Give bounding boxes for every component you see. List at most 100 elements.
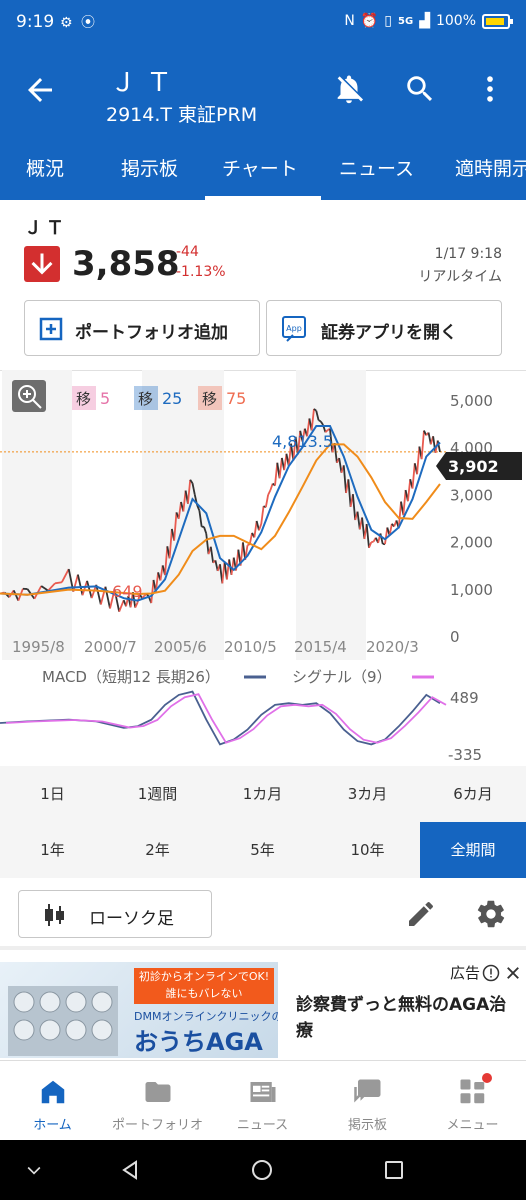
battery-icon — [482, 13, 513, 29]
signal-line — [5, 693, 447, 744]
nav-menu[interactable]: メニュー — [420, 1061, 525, 1141]
candle-segment — [297, 430, 302, 455]
add-portfolio-button[interactable]: ポートフォリオ追加 — [24, 300, 260, 356]
candle-segment — [81, 580, 88, 596]
candle-segment — [274, 462, 279, 486]
period-1d[interactable]: 1日 — [40, 785, 65, 803]
ad-banner[interactable]: 初診からオンラインでOK! 誰にもバレない DMMオンラインクリニックの おうち… — [0, 950, 526, 1060]
nav-portfolio[interactable]: ポートフォリオ — [105, 1061, 210, 1141]
down-arrow-icon — [24, 246, 60, 282]
period-6m[interactable]: 6カ月 — [453, 785, 493, 803]
add-portfolio-label: ポートフォリオ追加 — [75, 323, 228, 343]
plus-box-icon — [39, 317, 63, 341]
chart-type-button[interactable]: ローソク足 — [18, 890, 212, 938]
candle-segment — [388, 523, 393, 536]
nav-news[interactable]: ニュース — [210, 1061, 315, 1141]
pencil-icon[interactable] — [405, 898, 437, 930]
ad-banner-line1: 初診からオンラインでOK! — [138, 970, 270, 983]
candle-segment — [214, 560, 219, 572]
ma-legend-period: 75 — [226, 389, 246, 408]
tab-board[interactable]: 掲示板 — [121, 158, 179, 180]
tab-bar: 概況 掲示板 チャート ニュース 適時開示 — [0, 138, 526, 200]
period-1y[interactable]: 1年 — [40, 841, 65, 859]
settings-gear-icon[interactable] — [475, 898, 507, 930]
candle-segment — [342, 465, 347, 494]
pill-pack-icon — [8, 986, 118, 1056]
period-2y[interactable]: 2年 — [145, 841, 170, 859]
tab-disclosure[interactable]: 適時開示 — [455, 158, 526, 180]
stock-chart[interactable]: 移 5 移 25 移 75 0 1,000 2,000 3,000 4,000 5,000 1995/8… — [0, 370, 526, 766]
period-5y[interactable]: 5年 — [250, 841, 275, 859]
tab-news[interactable]: ニュース — [339, 158, 415, 180]
candle-segment — [248, 532, 253, 545]
candle-segment — [205, 533, 210, 555]
period-1w[interactable]: 1週間 — [137, 785, 178, 803]
folder-icon — [145, 1082, 171, 1102]
back-triangle-icon[interactable] — [118, 1158, 142, 1182]
page-title: ＪＴ — [110, 68, 183, 98]
realtime-label: リアルタイム — [418, 269, 502, 285]
x-tick-label: 2010/5 — [224, 638, 277, 656]
ad-badge: 初診からオンラインでOK! 誰にもバレない — [134, 968, 274, 1004]
candle-segment — [306, 418, 311, 437]
candle-segment — [198, 510, 203, 527]
ma-legend-tag-label: 移 — [138, 390, 153, 408]
ad-headline[interactable]: 診察費ずっと無料のAGA治療 — [296, 995, 507, 1041]
candle-segment — [371, 540, 374, 544]
period-10y[interactable]: 10年 — [350, 841, 385, 859]
candle-segment — [384, 527, 389, 545]
ma-legend-tag-label: 移 — [76, 390, 91, 408]
chevron-down-icon[interactable] — [24, 1160, 44, 1180]
news-icon — [250, 1082, 276, 1102]
status-left-icons: ⚙ ⦿ — [60, 15, 98, 31]
ma-legend-tag-label: 移 — [202, 390, 217, 408]
candle-segment — [407, 479, 412, 502]
system-nav-bar — [0, 1140, 526, 1200]
period-row-2: 1年 2年 5年 10年 全期間 — [0, 822, 526, 878]
bell-off-icon[interactable] — [332, 72, 366, 106]
candle-segment — [301, 428, 306, 442]
status-time: 9:19 — [16, 12, 55, 32]
candle-segment — [196, 504, 201, 511]
candle-segment — [397, 501, 402, 529]
search-icon[interactable] — [403, 72, 437, 106]
nav-news-label: ニュース — [236, 1118, 289, 1133]
current-price-badge — [436, 452, 522, 480]
y-tick-label: 1,000 — [450, 581, 493, 599]
battery-label: 100% — [435, 13, 476, 29]
signal-legend-label: シグナル（9） — [292, 668, 392, 686]
ad-close-icon[interactable] — [504, 964, 522, 982]
tab-chart[interactable]: チャート — [222, 158, 298, 180]
app-icon: App — [282, 316, 306, 342]
candle-segment — [347, 479, 352, 507]
open-broker-app-button[interactable]: App 証券アプリを開く — [266, 300, 502, 356]
home-circle-icon[interactable] — [250, 1158, 274, 1182]
price-change: -44 — [176, 244, 199, 260]
nav-home-label: ホーム — [33, 1118, 72, 1133]
period-1m[interactable]: 1カ月 — [242, 785, 283, 803]
candle-segment — [12, 590, 20, 602]
tab-overview[interactable]: 概況 — [26, 158, 65, 180]
ad-label: 広告 — [449, 964, 480, 982]
candle-segment — [402, 489, 407, 516]
ma-legend-period: 25 — [162, 389, 182, 408]
ad-info-icon[interactable] — [482, 964, 500, 982]
back-arrow-icon[interactable] — [22, 72, 58, 108]
nav-portfolio-label: ポートフォリオ — [111, 1118, 203, 1133]
candle-segment — [159, 565, 164, 581]
nav-board[interactable]: 掲示板 — [315, 1061, 420, 1141]
ad-image[interactable]: 初診からオンラインでOK! 誰にもバレない DMMオンラインクリニックの おうち… — [0, 962, 278, 1058]
candle-segment — [40, 585, 49, 592]
nav-menu-label: メニュー — [446, 1118, 499, 1133]
candle-segment — [313, 408, 317, 412]
macd-line — [0, 690, 441, 746]
nav-home[interactable]: ホーム — [0, 1061, 105, 1141]
more-vert-icon[interactable] — [473, 72, 507, 106]
x-tick-label: 2020/3 — [366, 638, 419, 656]
period-3m[interactable]: 3カ月 — [347, 785, 388, 803]
current-price-badge-label: 3,902 — [448, 457, 499, 476]
ma-legend-period: 5 — [100, 389, 110, 408]
period-all[interactable]: 全期間 — [420, 822, 526, 878]
y-tick-label: 5,000 — [450, 392, 493, 410]
recents-square-icon[interactable] — [382, 1158, 406, 1182]
